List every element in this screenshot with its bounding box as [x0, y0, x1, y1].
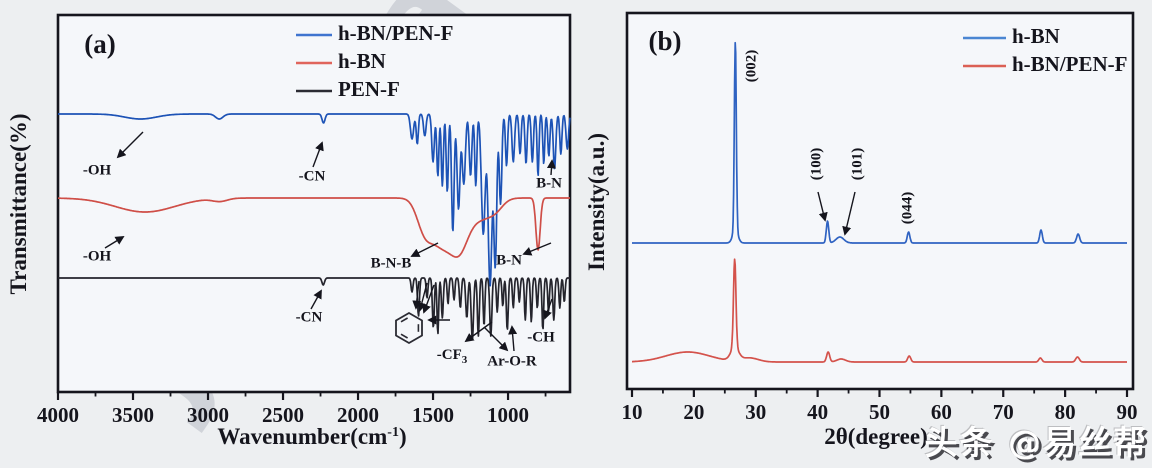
annotation-arrow--CH: [543, 298, 553, 320]
legend-label-h-BN: h-BN: [1012, 24, 1060, 48]
benzene-arrow: [412, 280, 422, 310]
panel-a: 4000 3500 3000 2500 2000 1500 1000 Wavenumber(c…: [6, 13, 572, 449]
annotation-arrow-Ar-O-R: [508, 325, 518, 352]
curve-h-BN/PEN-F: [631, 258, 1128, 363]
x-tick-label: 4000: [37, 403, 79, 427]
annotation-(100): (100): [808, 148, 824, 181]
annotation-arrow-B-N-B: [410, 242, 439, 257]
legend-label-PEN-F: PEN-F: [338, 77, 400, 101]
curve-PEN-F: [57, 277, 571, 341]
annotation--OH: -OH: [83, 248, 112, 264]
annotation-arrow--CN: [310, 289, 322, 310]
annotation-arrow-(101): [842, 191, 856, 236]
x-tick-label: 80: [1055, 400, 1076, 424]
x-tick-label: 1500: [412, 403, 454, 427]
annotation-B-N-B: B-N-B: [371, 255, 412, 271]
curve-h-BN: [57, 197, 571, 258]
annotation-(044): (044): [899, 192, 915, 225]
x-tick-label: 3000: [187, 403, 229, 427]
annotation--CH: -CH: [527, 329, 555, 345]
annotation-Ar-O-R: Ar-O-R: [487, 353, 537, 369]
legend-label-h-BN/PEN-F: h-BN/PEN-F: [1012, 52, 1128, 76]
x-tick-label: 20: [683, 400, 704, 424]
annotation-arrow--CF3: [464, 321, 493, 343]
annotation-(101): (101): [849, 148, 865, 181]
x-tick-label: 10: [622, 400, 643, 424]
legend-label-h-BN/PEN-F: h-BN/PEN-F: [338, 21, 454, 45]
annotation-B-N: B-N: [496, 252, 522, 268]
y-axis-title: Transmittance(%): [6, 114, 31, 295]
curve-h-BN: [631, 41, 1128, 244]
toutiao-watermark-text: 头条 @易丝帮: [924, 423, 1148, 462]
x-tick-label: 2000: [337, 403, 379, 427]
x-axis-title: 2θ(degree): [824, 424, 928, 449]
x-tick-label: 2500: [262, 403, 304, 427]
annotation--CF3: -CF3: [437, 347, 468, 365]
x-tick-label: 3500: [112, 403, 154, 427]
x-tick-label: 1000: [487, 403, 529, 427]
x-tick-label: 40: [807, 400, 828, 424]
panel-label-b: (b): [649, 26, 682, 56]
annotation-(002): (002): [743, 50, 759, 83]
y-axis-title: Intensity(a.u.): [584, 133, 609, 271]
x-axis-title: Wavenumber(cm-1): [217, 424, 406, 449]
annotation-arrow-B-N: [522, 242, 552, 256]
panel-b: 10 20 30 40 50 60 70 80 90 2θ(degree) Intensity(a.…: [584, 11, 1138, 449]
x-tick-label: 30: [745, 400, 766, 424]
curve-h-BN/PEN-F: [57, 113, 571, 287]
benzene-arrow: [422, 284, 435, 314]
annotation-arrow--CN: [312, 141, 324, 168]
benzene-arrow: [417, 282, 428, 312]
annotation--CN: -CN: [299, 168, 326, 184]
annotation-arrow-B-N: [546, 159, 557, 176]
x-tick-label: 50: [869, 400, 890, 424]
annotation-arrow-Ar-O-R: [483, 326, 509, 352]
annotation-arrow--OH: [116, 131, 144, 159]
x-tick-label: 70: [993, 400, 1014, 424]
benzene-ring-icon: [395, 311, 423, 345]
annotation-arrow-(100): [817, 191, 828, 222]
benzene-double-bond: [400, 317, 408, 323]
x-tick-label: 60: [931, 400, 952, 424]
legend-label-h-BN: h-BN: [338, 49, 386, 73]
benzene-double-bond: [400, 333, 408, 339]
annotation--OH: -OH: [83, 162, 112, 178]
annotation--CN: -CN: [296, 309, 323, 325]
x-tick-label: 90: [1117, 400, 1138, 424]
annotation-arrow--OH: [104, 236, 125, 249]
plot-box-b: [625, 11, 1135, 391]
annotation-B-N: B-N: [536, 175, 562, 191]
panel-label-a: (a): [84, 29, 115, 59]
